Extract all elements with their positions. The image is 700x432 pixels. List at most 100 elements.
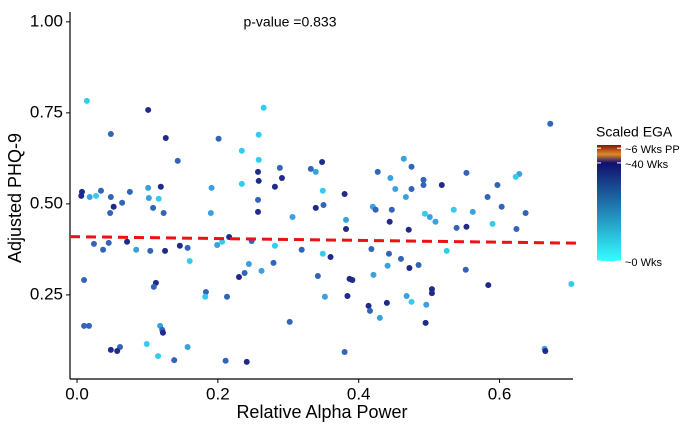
point bbox=[124, 238, 131, 245]
point bbox=[397, 255, 404, 262]
point bbox=[222, 357, 229, 364]
point bbox=[224, 293, 231, 300]
point bbox=[90, 240, 97, 247]
trend-line bbox=[69, 235, 578, 245]
point bbox=[174, 157, 181, 164]
y-tick-label: 1.00 bbox=[30, 11, 63, 30]
point bbox=[289, 213, 296, 220]
point bbox=[320, 201, 327, 208]
point bbox=[542, 347, 549, 354]
point bbox=[219, 238, 226, 245]
point bbox=[81, 322, 88, 329]
point bbox=[107, 130, 114, 137]
point bbox=[133, 246, 140, 253]
point bbox=[107, 193, 114, 200]
point bbox=[150, 204, 157, 211]
colorbar-label: ~6 Wks PP bbox=[625, 144, 680, 156]
point bbox=[119, 199, 126, 206]
point bbox=[278, 175, 285, 182]
point bbox=[402, 193, 409, 200]
point bbox=[408, 185, 415, 192]
point bbox=[341, 191, 348, 198]
point bbox=[463, 223, 470, 230]
point bbox=[271, 183, 278, 190]
annotation: p-value =0.833 bbox=[243, 14, 336, 30]
point bbox=[344, 292, 351, 299]
point bbox=[415, 262, 422, 269]
point bbox=[86, 322, 93, 329]
point bbox=[286, 318, 293, 325]
point bbox=[107, 209, 114, 216]
point bbox=[176, 242, 183, 249]
point bbox=[547, 120, 554, 127]
point bbox=[400, 155, 407, 162]
point bbox=[321, 293, 328, 300]
point bbox=[370, 271, 377, 278]
point bbox=[319, 159, 326, 166]
point bbox=[403, 292, 410, 299]
point bbox=[145, 106, 152, 113]
point bbox=[374, 168, 381, 175]
point bbox=[405, 226, 412, 233]
colorbar-label: ~40 Wks bbox=[625, 159, 669, 171]
point bbox=[86, 193, 93, 200]
point bbox=[255, 168, 262, 175]
point bbox=[238, 180, 245, 187]
point bbox=[207, 209, 214, 216]
point bbox=[372, 206, 379, 213]
point bbox=[255, 156, 262, 163]
point bbox=[97, 187, 104, 194]
point bbox=[159, 329, 166, 336]
point bbox=[443, 247, 450, 254]
point bbox=[162, 134, 169, 141]
point bbox=[150, 283, 157, 290]
point bbox=[78, 192, 85, 199]
point bbox=[270, 259, 277, 266]
point bbox=[462, 266, 469, 273]
point bbox=[184, 343, 191, 350]
point bbox=[215, 135, 222, 142]
point bbox=[421, 210, 428, 217]
point bbox=[406, 264, 413, 271]
point bbox=[438, 181, 445, 188]
point bbox=[343, 225, 350, 232]
point bbox=[489, 220, 496, 227]
colorbar bbox=[597, 145, 621, 261]
point bbox=[327, 254, 334, 261]
point bbox=[202, 293, 209, 300]
point bbox=[105, 239, 112, 246]
point bbox=[376, 314, 383, 321]
x-tick-label: 0.0 bbox=[65, 384, 89, 403]
point bbox=[126, 188, 133, 195]
point bbox=[208, 184, 215, 191]
point bbox=[260, 104, 267, 111]
point bbox=[485, 282, 492, 289]
point bbox=[420, 176, 427, 183]
y-tick-label: 0.25 bbox=[30, 284, 63, 303]
point bbox=[463, 169, 470, 176]
point bbox=[383, 299, 390, 306]
point bbox=[432, 218, 439, 225]
point bbox=[83, 97, 90, 104]
point bbox=[408, 163, 415, 170]
point bbox=[202, 288, 209, 295]
point bbox=[386, 218, 393, 225]
point bbox=[366, 307, 373, 314]
point bbox=[255, 196, 262, 203]
point bbox=[568, 280, 575, 287]
point bbox=[243, 358, 250, 365]
y-tick-label: 0.50 bbox=[30, 193, 63, 212]
point bbox=[388, 206, 395, 213]
point bbox=[258, 267, 265, 274]
point bbox=[420, 181, 427, 188]
point bbox=[484, 193, 491, 200]
point bbox=[450, 206, 457, 213]
point bbox=[107, 346, 114, 353]
point bbox=[387, 175, 394, 182]
y-tick-label: 0.75 bbox=[30, 102, 63, 121]
point bbox=[453, 224, 460, 231]
point bbox=[512, 173, 519, 180]
point bbox=[114, 347, 121, 354]
point bbox=[365, 302, 372, 309]
